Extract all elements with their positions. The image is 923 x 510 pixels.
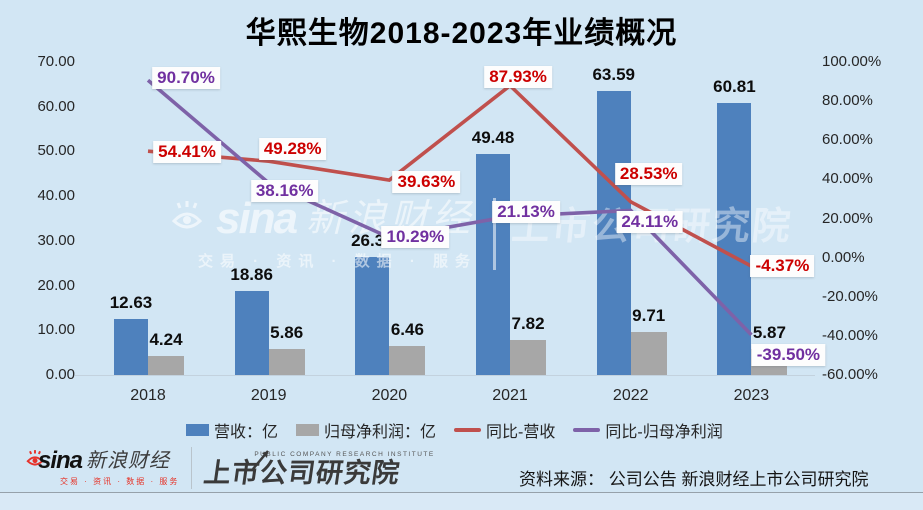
line-value-label: 21.13% <box>492 201 560 224</box>
bar-value-label: 5.87 <box>752 322 786 342</box>
left-axis-tick: 10.00 <box>37 321 75 339</box>
bar-value-label: 18.86 <box>230 264 273 284</box>
bar-value-label: 60.81 <box>713 77 756 97</box>
profit-bar-2019 <box>268 348 305 375</box>
right-axis-tick: -60.00% <box>822 366 878 383</box>
sina-logo: sina 新浪财经 交易 · 资讯 · 数据 · 服务 <box>38 449 179 487</box>
line-value-label: 38.16% <box>250 179 319 202</box>
revenue-bar-2019 <box>234 290 269 375</box>
footer-logos: sina 新浪财经 交易 · 资讯 · 数据 · 服务 PUBLIC COMPA… <box>24 447 435 489</box>
profit-bar-2018 <box>148 356 184 375</box>
x-axis-label-2022: 2022 <box>612 387 649 404</box>
revenue-bar-2020 <box>355 257 390 375</box>
left-axis-tick: 40.00 <box>37 187 75 205</box>
right-axis-tick: 60.00% <box>822 131 873 149</box>
x-axis-label-2021: 2021 <box>492 387 528 404</box>
left-axis-tick: 20.00 <box>37 276 75 294</box>
line-value-label: 39.63% <box>392 171 461 194</box>
revenue-bar-2018 <box>114 318 148 375</box>
bar-value-label: 63.59 <box>592 64 635 84</box>
line-value-label: -4.37% <box>750 255 815 278</box>
legend-item-同比-归母净利润: 同比-归母净利润 <box>573 418 723 442</box>
x-axis-label-2018: 2018 <box>130 387 166 404</box>
left-axis-tick: 60.00 <box>37 97 75 115</box>
sina-logo-text: sina <box>38 447 83 474</box>
line-value-label: 49.28% <box>258 138 327 161</box>
institute-logo-cn: 上市公司研究院 <box>202 457 403 488</box>
bar-value-label: 6.46 <box>390 320 424 340</box>
bar-value-label: 7.82 <box>511 314 545 334</box>
bar-value-label: 12.63 <box>109 292 153 312</box>
x-axis-label-2019: 2019 <box>250 387 287 404</box>
line-同比-归母净利润 <box>146 78 753 337</box>
source-note: 资料来源： 公司公告 新浪财经上市公司研究院 <box>519 470 869 489</box>
legend-swatch <box>186 424 209 436</box>
institute-logo: PUBLIC COMPANY RESEARCH INSTITUTE 上市公司研究… <box>202 449 435 488</box>
bar-value-label: 4.24 <box>149 330 183 350</box>
bar-value-label: 5.86 <box>270 322 304 342</box>
legend-swatch <box>296 424 320 436</box>
line-value-label: -39.50% <box>751 343 826 366</box>
legend-label: 同比-营收 <box>486 424 556 441</box>
profit-bar-2021 <box>510 340 547 375</box>
institute-logo-en: PUBLIC COMPANY RESEARCH INSTITUTE <box>254 450 435 458</box>
x-axis-line <box>75 375 815 376</box>
profit-bar-2022 <box>630 331 667 375</box>
legend-label: 同比-归母净利润 <box>605 424 723 441</box>
sina-logo-tagline: 交易 · 资讯 · 数据 · 服务 <box>60 477 180 486</box>
line-value-label: 24.11% <box>616 211 684 234</box>
legend-label: 营收：亿 <box>214 424 279 441</box>
legend-item-归母净利润：亿: 归母净利润：亿 <box>296 418 436 442</box>
line-value-label: 90.70% <box>152 67 220 90</box>
left-axis-tick: 70.00 <box>37 53 75 70</box>
legend-item-营收：亿: 营收：亿 <box>186 418 278 442</box>
legend-label: 归母净利润：亿 <box>324 424 437 441</box>
right-axis-tick: 40.00% <box>822 170 873 188</box>
legend: 营收：亿 归母净利润：亿 同比-营收 同比-归母净利润 <box>186 418 723 442</box>
right-axis-tick: -20.00% <box>822 287 878 305</box>
right-axis-tick: 100.00% <box>822 53 882 70</box>
left-axis-tick: 30.00 <box>37 231 75 249</box>
line-value-label: 28.53% <box>614 162 683 185</box>
sina-logo-cn: 新浪财经 <box>86 450 171 472</box>
right-axis-tick: 0.00% <box>822 248 865 266</box>
line-value-label: 10.29% <box>381 226 450 249</box>
bottom-divider-line <box>0 492 923 493</box>
right-axis-tick: 20.00% <box>822 209 873 227</box>
left-axis-tick: 50.00 <box>37 142 75 160</box>
line-value-label: 54.41% <box>153 141 221 164</box>
institute-arrow-icon <box>250 445 274 476</box>
legend-swatch <box>454 428 482 432</box>
bottom-strip <box>0 493 923 510</box>
line-value-label: 87.93% <box>484 65 552 88</box>
right-axis-tick: 80.00% <box>822 92 873 110</box>
profit-bar-2020 <box>389 346 426 375</box>
bar-value-label: 9.71 <box>632 305 666 325</box>
legend-swatch <box>573 428 601 432</box>
left-axis-tick: 0.00 <box>45 366 75 383</box>
x-axis-label-2023: 2023 <box>733 387 770 404</box>
x-axis-label-2020: 2020 <box>371 387 408 404</box>
legend-item-同比-营收: 同比-营收 <box>454 418 555 442</box>
footer-logo-divider <box>191 447 193 489</box>
sina-eye-icon <box>24 449 46 474</box>
bar-value-label: 49.48 <box>471 127 515 147</box>
chart-title: 华熙生物2018-2023年业绩概况 <box>245 17 678 50</box>
right-axis-tick: -40.00% <box>822 326 878 344</box>
